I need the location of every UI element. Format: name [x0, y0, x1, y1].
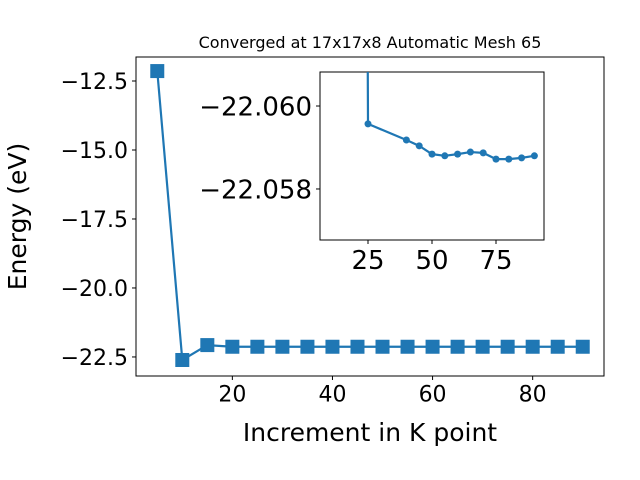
y-tick-label: −12.5 — [61, 70, 128, 95]
marker — [466, 148, 474, 156]
marker — [200, 338, 215, 353]
y-tick-label: −15.0 — [61, 139, 128, 164]
x-tick-label: 40 — [318, 383, 346, 408]
marker — [505, 155, 513, 163]
marker — [454, 150, 462, 158]
marker — [300, 339, 315, 354]
marker — [375, 339, 390, 354]
marker — [530, 152, 538, 160]
marker — [400, 339, 415, 354]
x-axis-label: Increment in K point — [243, 418, 497, 447]
x-tick-label: 75 — [479, 246, 512, 276]
marker — [518, 154, 526, 162]
marker — [364, 120, 372, 128]
marker — [500, 339, 515, 354]
marker — [175, 352, 190, 367]
y-axis-label: Energy (eV) — [3, 143, 32, 290]
marker — [475, 339, 490, 354]
y-tick-label: −20.0 — [61, 277, 128, 302]
marker — [415, 142, 423, 150]
x-tick-label: 20 — [218, 383, 246, 408]
y-tick-label: −22.058 — [199, 175, 312, 205]
chart-title: Converged at 17x17x8 Automatic Mesh 65 — [199, 33, 542, 52]
x-tick-label: 60 — [419, 383, 447, 408]
marker — [250, 339, 265, 354]
marker — [425, 339, 440, 354]
marker — [402, 136, 410, 144]
y-tick-label: −17.5 — [61, 208, 128, 233]
marker — [275, 339, 290, 354]
marker — [575, 339, 590, 354]
marker — [492, 155, 500, 163]
x-tick-label: 25 — [351, 246, 384, 276]
y-tick-label: −22.060 — [199, 92, 312, 122]
marker — [441, 152, 449, 160]
marker — [350, 339, 365, 354]
marker — [450, 339, 465, 354]
marker — [325, 339, 340, 354]
marker — [479, 149, 487, 157]
marker — [150, 64, 165, 79]
y-tick-label: −22.5 — [61, 346, 128, 371]
marker — [525, 339, 540, 354]
x-tick-label: 50 — [415, 246, 448, 276]
marker — [225, 339, 240, 354]
marker — [428, 150, 436, 158]
marker — [550, 339, 565, 354]
series-group — [364, 72, 538, 163]
series-group — [150, 64, 590, 367]
x-tick-label: 80 — [519, 383, 547, 408]
